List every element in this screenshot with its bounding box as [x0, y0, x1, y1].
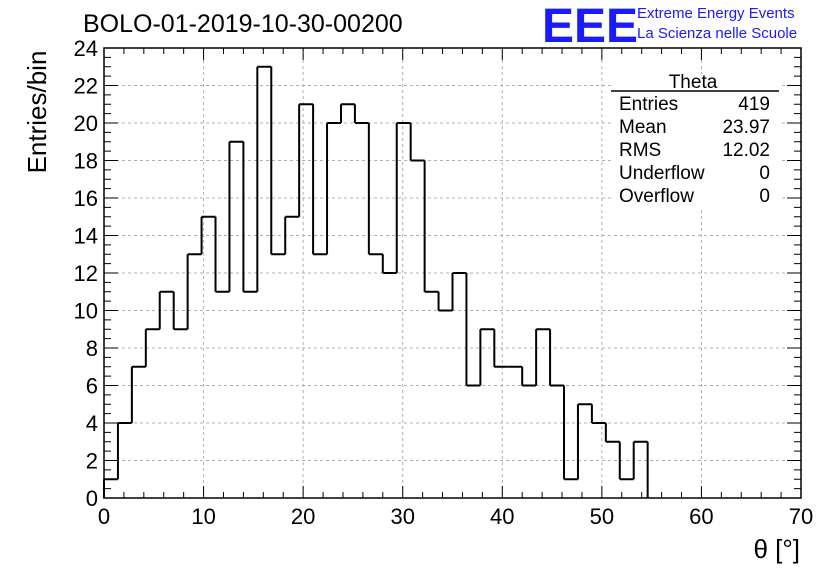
y-tick-label: 4: [86, 411, 98, 436]
y-tick-label: 22: [74, 74, 98, 99]
stats-value: 419: [738, 94, 770, 115]
x-axis-title: θ [°]: [753, 534, 800, 564]
stats-value: 12.02: [722, 140, 770, 161]
histogram-bin: [144, 328, 160, 367]
y-tick-label: 2: [86, 449, 98, 474]
histogram-bin: [312, 104, 328, 256]
chart-title: BOLO-01-2019-10-30-00200: [83, 10, 403, 38]
histogram-bin: [618, 441, 634, 481]
x-tick-label: 0: [98, 504, 110, 529]
stats-label: Entries: [619, 94, 678, 115]
y-tick-label: 16: [74, 186, 98, 211]
y-tick-label: 20: [74, 111, 98, 136]
histogram-bin: [423, 160, 439, 293]
stats-title: Theta: [669, 72, 718, 93]
stats-value: 0: [759, 163, 770, 184]
stats-box-background: [611, 74, 779, 210]
histogram-bin: [381, 254, 397, 274]
stats-label: Underflow: [619, 163, 705, 184]
histogram-bin: [451, 272, 467, 311]
stats-label: Mean: [619, 117, 667, 138]
y-tick-label: 6: [86, 374, 98, 399]
histogram-bin: [242, 141, 258, 293]
histogram-bin: [437, 291, 453, 312]
stats-label: RMS: [619, 140, 661, 161]
histogram-bin: [200, 215, 216, 255]
stats-label: Overflow: [619, 186, 694, 207]
eee-logo: EEE Extreme Energy Events La Scienza nel…: [542, 0, 797, 53]
logo-line-1: Extreme Energy Events: [637, 5, 795, 22]
histogram-bin: [535, 328, 551, 386]
histogram-bars: [103, 65, 649, 498]
histogram-bin: [339, 103, 355, 123]
x-tick-label: 60: [689, 504, 713, 529]
stats-box: Theta Entries 419 Mean 23.97 RMS 12.02 Underfl…: [611, 72, 779, 210]
histogram-bin: [465, 273, 481, 387]
histogram-bin: [172, 291, 188, 331]
histogram-bin: [563, 385, 578, 481]
x-tick-label: 40: [490, 504, 514, 529]
histogram-bin: [604, 423, 620, 443]
x-tick-label: 70: [789, 504, 813, 529]
histogram-bin: [326, 122, 341, 255]
histogram-bin: [214, 216, 230, 293]
logo-line-2: La Scienza nelle Scuole: [637, 25, 797, 42]
x-axis: 0 10 20 30 40 50 60 70: [98, 48, 813, 529]
histogram-bin: [395, 122, 411, 273]
histogram-bin: [479, 328, 495, 386]
histogram-bin: [549, 329, 565, 387]
x-tick-label: 50: [590, 504, 614, 529]
histogram-bin: [409, 123, 425, 162]
histogram-bin: [130, 365, 146, 423]
histogram-bin: [493, 329, 509, 368]
logo-mark: EEE: [542, 0, 638, 53]
histogram-bin: [576, 403, 592, 480]
histogram-bin: [116, 422, 132, 480]
y-axis-title: Entries/bin: [22, 51, 52, 174]
histogram-bin: [228, 140, 244, 292]
histogram-bin: [298, 103, 314, 217]
histogram-bin: [521, 366, 537, 387]
stats-rows: Entries 419 Mean 23.97 RMS 12.02 Underflow 0 Ove…: [619, 94, 770, 207]
histogram-bin: [270, 66, 286, 256]
histogram-bin: [186, 253, 202, 330]
y-tick-label: 14: [74, 224, 98, 249]
histogram-bin: [353, 104, 369, 124]
histogram-bin: [158, 290, 174, 330]
x-tick-label: 30: [390, 504, 414, 529]
y-tick-label: 10: [74, 299, 98, 324]
stats-value: 23.97: [722, 117, 770, 138]
y-tick-label: 24: [74, 36, 98, 61]
histogram-bin: [367, 123, 383, 256]
stats-value: 0: [759, 186, 770, 207]
x-tick-label: 20: [291, 504, 315, 529]
x-tick-label: 10: [191, 504, 215, 529]
y-tick-label: 0: [86, 486, 98, 511]
y-tick-label: 8: [86, 336, 98, 361]
y-tick-label: 18: [74, 149, 98, 174]
histogram-bin: [632, 440, 648, 480]
y-tick-label: 12: [74, 261, 98, 286]
histogram-bin: [256, 65, 272, 292]
histogram-bin: [284, 215, 300, 255]
histogram-bin: [590, 404, 606, 424]
